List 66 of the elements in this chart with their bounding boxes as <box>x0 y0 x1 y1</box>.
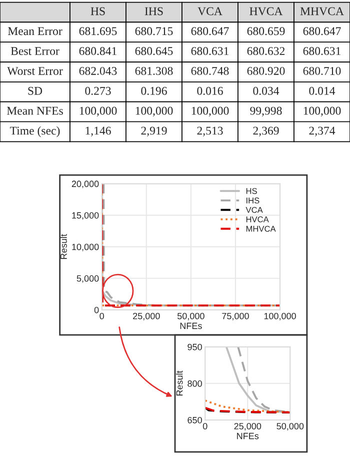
legend-label: HS <box>246 188 257 194</box>
text: 680.645 <box>135 47 173 56</box>
category-label: Worst Error <box>7 67 63 75</box>
text: 2,919 <box>141 126 167 136</box>
text: 1,146 <box>86 126 111 136</box>
category-label: SD <box>28 86 42 95</box>
text: 680.841 <box>79 47 116 56</box>
text: 0.014 <box>309 86 336 95</box>
y-tick-label: 800 <box>188 380 202 387</box>
text: 0.196 <box>141 86 167 95</box>
text: 681.308 <box>135 66 173 75</box>
text: 680.659 <box>247 27 285 36</box>
text: 681.695 <box>79 27 117 36</box>
y-tick-label: 0 <box>94 306 99 314</box>
y-tick-label: 10,000 <box>72 244 99 252</box>
category-label: Mean NFEs <box>6 106 63 115</box>
text: 99,998 <box>250 106 282 116</box>
text: 680.631 <box>303 47 340 56</box>
legend-label: HVCA <box>246 216 269 222</box>
x-tick-label: 0 <box>202 423 208 430</box>
text: 0.034 <box>253 86 280 95</box>
y-tick-label: 15,000 <box>72 212 99 220</box>
legend-label: MHVCA <box>246 226 276 232</box>
text: 680.647 <box>303 27 341 36</box>
text: 680.748 <box>191 66 229 75</box>
text: 680.647 <box>191 27 229 36</box>
category-label: Best Error <box>10 47 60 56</box>
x-tick-label: 25,000 <box>133 312 160 320</box>
text: 0.016 <box>197 86 223 95</box>
text: 680.631 <box>191 47 228 56</box>
text: 680.632 <box>247 47 285 56</box>
text: 2,369 <box>253 126 279 136</box>
text: 100,000 <box>304 106 341 116</box>
y-tick-label: 950 <box>188 344 202 350</box>
x-tick-label: 50,000 <box>276 423 304 430</box>
text: 2,513 <box>197 126 223 136</box>
text: 100,000 <box>80 106 117 116</box>
text: 2,374 <box>309 126 336 136</box>
category-label: Mean Error <box>8 27 62 36</box>
y-tick-label: 20,000 <box>72 180 99 188</box>
x-tick-label: 0 <box>100 312 104 320</box>
x-tick-label: 25,000 <box>234 423 262 430</box>
y-axis-title: Result <box>176 370 183 396</box>
legend-label: IHS <box>246 198 260 204</box>
category-label: VCA <box>198 7 222 16</box>
category-label: HS <box>90 7 105 16</box>
text: 100,000 <box>136 106 173 116</box>
text: 0.273 <box>85 86 111 95</box>
x-tick-label: 50,000 <box>177 312 204 320</box>
category-label: MHVCA <box>300 7 344 16</box>
legend-label: VCA <box>246 206 263 213</box>
y-axis-title: Result <box>60 234 67 259</box>
y-tick-label: 5,000 <box>76 275 99 283</box>
x-axis-title: NFEs <box>237 432 259 440</box>
y-tick-label: 650 <box>188 416 202 424</box>
x-tick-label: 100,000 <box>264 312 296 320</box>
category-label: HVCA <box>250 7 283 16</box>
category-label: Time (sec) <box>10 126 60 138</box>
x-tick-label: 75,000 <box>222 312 249 320</box>
text: 682.043 <box>79 66 117 75</box>
text: 680.920 <box>247 66 285 75</box>
text: 680.715 <box>135 27 173 36</box>
text: 100,000 <box>192 106 229 116</box>
text: 680.710 <box>303 66 341 75</box>
category-label: IHS <box>144 7 163 16</box>
x-axis-title: NFEs <box>180 322 202 330</box>
